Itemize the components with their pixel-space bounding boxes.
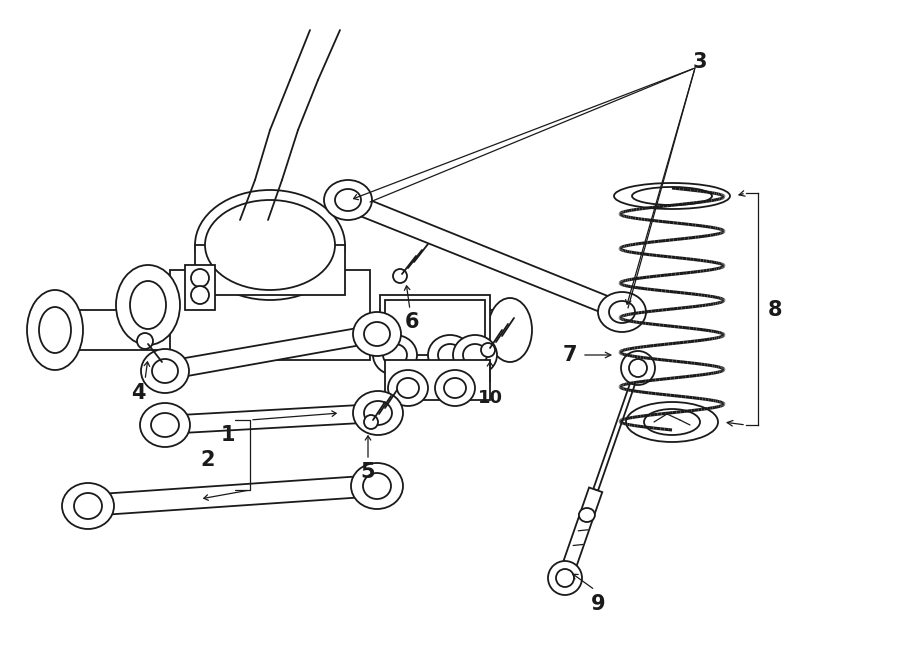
Ellipse shape bbox=[632, 187, 712, 205]
Ellipse shape bbox=[626, 402, 718, 442]
Ellipse shape bbox=[556, 569, 574, 587]
Ellipse shape bbox=[205, 200, 335, 290]
Ellipse shape bbox=[614, 183, 730, 209]
Polygon shape bbox=[195, 245, 345, 295]
Ellipse shape bbox=[141, 349, 189, 393]
Text: 9: 9 bbox=[590, 594, 606, 614]
Ellipse shape bbox=[151, 413, 179, 437]
Ellipse shape bbox=[548, 561, 582, 595]
Ellipse shape bbox=[152, 359, 178, 383]
Ellipse shape bbox=[598, 292, 646, 332]
Ellipse shape bbox=[130, 281, 166, 329]
Ellipse shape bbox=[140, 403, 190, 447]
Ellipse shape bbox=[363, 473, 391, 499]
Text: 1: 1 bbox=[220, 425, 235, 445]
Ellipse shape bbox=[463, 344, 487, 366]
Ellipse shape bbox=[137, 333, 153, 349]
Ellipse shape bbox=[435, 370, 475, 406]
Ellipse shape bbox=[444, 378, 466, 398]
Ellipse shape bbox=[488, 298, 532, 362]
Ellipse shape bbox=[629, 359, 647, 377]
Ellipse shape bbox=[609, 301, 635, 323]
Ellipse shape bbox=[453, 335, 497, 375]
Ellipse shape bbox=[62, 483, 114, 529]
Polygon shape bbox=[162, 325, 378, 380]
Polygon shape bbox=[593, 367, 641, 490]
Polygon shape bbox=[185, 265, 215, 310]
Text: 5: 5 bbox=[361, 462, 375, 482]
Ellipse shape bbox=[27, 290, 83, 370]
Text: 4: 4 bbox=[130, 383, 145, 403]
Ellipse shape bbox=[191, 269, 209, 287]
Ellipse shape bbox=[438, 344, 462, 366]
Text: 2: 2 bbox=[201, 450, 215, 470]
Ellipse shape bbox=[393, 269, 407, 283]
Text: 8: 8 bbox=[768, 300, 782, 320]
Ellipse shape bbox=[364, 401, 392, 425]
Ellipse shape bbox=[481, 343, 495, 357]
Ellipse shape bbox=[364, 415, 378, 429]
Ellipse shape bbox=[579, 508, 595, 522]
Ellipse shape bbox=[353, 391, 403, 435]
Ellipse shape bbox=[195, 190, 345, 300]
Text: 3: 3 bbox=[693, 52, 707, 72]
Ellipse shape bbox=[388, 370, 428, 406]
Ellipse shape bbox=[364, 322, 390, 346]
Ellipse shape bbox=[621, 351, 655, 385]
Polygon shape bbox=[380, 295, 490, 360]
Polygon shape bbox=[385, 300, 485, 355]
Ellipse shape bbox=[383, 344, 407, 366]
Text: 7: 7 bbox=[562, 345, 577, 365]
Polygon shape bbox=[85, 475, 380, 516]
Ellipse shape bbox=[116, 265, 180, 345]
Ellipse shape bbox=[353, 312, 401, 356]
Polygon shape bbox=[170, 270, 370, 360]
Polygon shape bbox=[385, 360, 490, 400]
Ellipse shape bbox=[351, 463, 403, 509]
Ellipse shape bbox=[39, 307, 71, 353]
Ellipse shape bbox=[191, 286, 209, 304]
Polygon shape bbox=[55, 310, 190, 350]
Polygon shape bbox=[162, 404, 380, 434]
Ellipse shape bbox=[373, 335, 417, 375]
Polygon shape bbox=[380, 310, 510, 350]
Text: 6: 6 bbox=[405, 312, 419, 332]
Ellipse shape bbox=[335, 189, 361, 211]
Text: 10: 10 bbox=[478, 389, 502, 407]
Ellipse shape bbox=[324, 180, 372, 220]
Ellipse shape bbox=[428, 335, 472, 375]
Ellipse shape bbox=[397, 378, 419, 398]
Ellipse shape bbox=[644, 409, 700, 435]
Polygon shape bbox=[345, 190, 625, 322]
Polygon shape bbox=[558, 488, 602, 580]
Ellipse shape bbox=[74, 493, 102, 519]
